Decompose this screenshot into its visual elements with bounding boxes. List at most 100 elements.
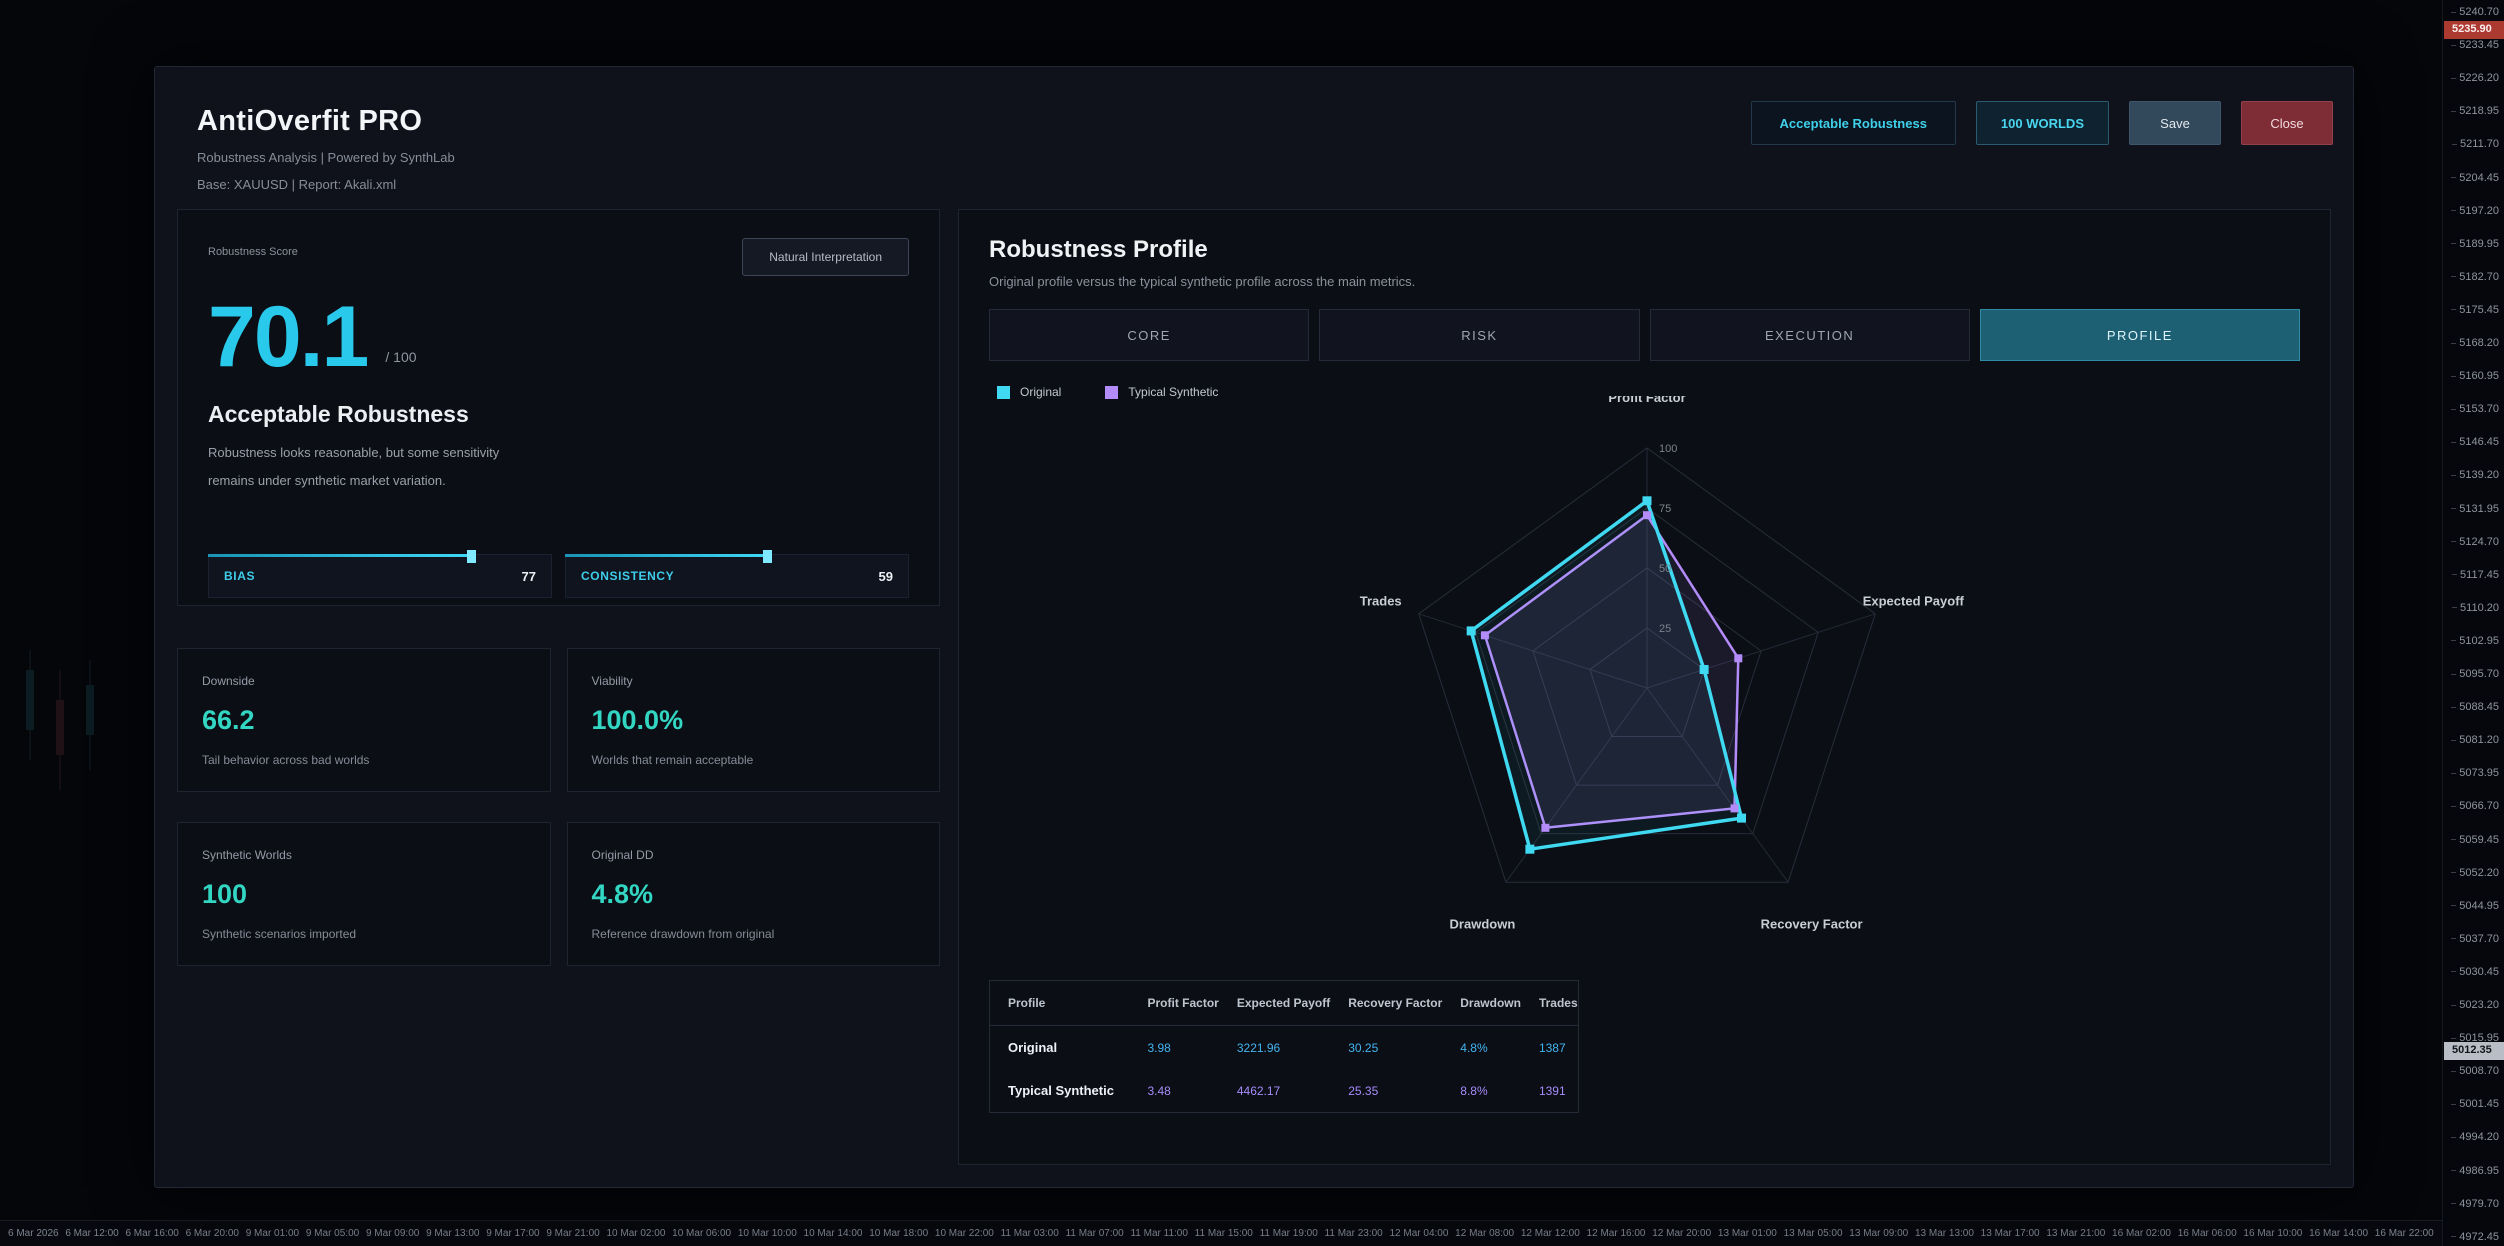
time-tick-label: 13 Mar 01:00 bbox=[1717, 1228, 1777, 1239]
time-tick-label: 12 Mar 04:00 bbox=[1389, 1228, 1449, 1239]
save-button[interactable]: Save bbox=[2129, 101, 2221, 145]
time-tick-label: 10 Mar 06:00 bbox=[672, 1228, 732, 1239]
price-tick-label: 5124.70 bbox=[2451, 536, 2499, 548]
header-actions: Acceptable Robustness 100 WORLDS Save Cl… bbox=[1750, 101, 2333, 145]
price-tick-label: 5117.45 bbox=[2452, 569, 2499, 581]
legend-item-typical-synthetic: Typical Synthetic bbox=[1105, 385, 1218, 399]
ask-price-badge: 5235.90 bbox=[2444, 20, 2504, 39]
bar-progress-line bbox=[208, 554, 472, 557]
current-price-badge: 5012.35 bbox=[2444, 1041, 2504, 1060]
table-row-name: Original bbox=[1008, 1040, 1058, 1055]
table-header: Profile bbox=[989, 980, 1130, 1026]
price-tick-label: 5008.70 bbox=[2451, 1065, 2499, 1077]
price-tick-label: 5175.45 bbox=[2451, 304, 2499, 316]
table-header: Profit Factor bbox=[1129, 980, 1219, 1026]
panel-titles: AntiOverfit PRO Robustness Analysis | Po… bbox=[197, 97, 455, 192]
radar-legend: Original Typical Synthetic bbox=[989, 385, 2300, 399]
price-tick-label: 4972.45 bbox=[2451, 1231, 2499, 1243]
tab-risk[interactable]: RISK bbox=[1319, 309, 1640, 361]
price-tick-label: 5044.95 bbox=[2451, 900, 2499, 912]
price-tick-label: 5073.95 bbox=[2451, 767, 2499, 779]
table-cell: 3.48 bbox=[1147, 1083, 1171, 1098]
panel-body: Robustness Score Natural Interpretation … bbox=[177, 209, 2331, 1165]
time-tick-label: 11 Mar 11:00 bbox=[1130, 1228, 1188, 1239]
tab-core[interactable]: CORE bbox=[989, 309, 1310, 361]
legend-label: Original bbox=[1020, 385, 1062, 399]
time-tick-label: 11 Mar 03:00 bbox=[1000, 1228, 1059, 1239]
bar-value: 59 bbox=[878, 568, 893, 584]
background-candlesticks bbox=[26, 650, 94, 790]
svg-text:Drawdown: Drawdown bbox=[1450, 917, 1516, 932]
table-cell: 3.98 bbox=[1147, 1040, 1171, 1055]
table-cell: 4.8% bbox=[1460, 1040, 1488, 1055]
price-tick-label: 5095.70 bbox=[2451, 668, 2499, 680]
bar-value: 77 bbox=[521, 568, 536, 584]
time-tick-label: 6 Mar 2026 bbox=[8, 1228, 59, 1239]
bar-label: CONSISTENCY bbox=[581, 569, 675, 583]
price-tick-label: 5211.70 bbox=[2452, 138, 2499, 150]
table-cell: 3221.96 bbox=[1236, 1040, 1281, 1055]
tab-execution[interactable]: EXECUTION bbox=[1649, 309, 1970, 361]
stat-card-value: 100.0% bbox=[591, 705, 684, 735]
svg-text:75: 75 bbox=[1659, 503, 1671, 515]
price-tick-label: 5168.20 bbox=[2451, 337, 2499, 349]
natural-interpretation-button[interactable]: Natural Interpretation bbox=[742, 238, 909, 276]
stat-card-downside: Downside 66.2 Tail behavior across bad wor… bbox=[177, 648, 551, 792]
stat-card-grid: Downside 66.2 Tail behavior across bad wor… bbox=[177, 648, 940, 966]
stat-card-value: 4.8% bbox=[591, 879, 654, 909]
time-tick-label: 16 Mar 02:00 bbox=[2112, 1228, 2171, 1239]
price-tick-label: 5182.70 bbox=[2451, 271, 2499, 283]
legend-swatch bbox=[1105, 385, 1119, 399]
close-button[interactable]: Close bbox=[2241, 101, 2333, 145]
stat-card-title: Downside bbox=[202, 674, 255, 688]
time-tick-label: 13 Mar 13:00 bbox=[1914, 1228, 1974, 1239]
table-cell: 1391 bbox=[1538, 1083, 1566, 1098]
panel-header: AntiOverfit PRO Robustness Analysis | Po… bbox=[155, 67, 2353, 192]
price-tick-label: 5153.70 bbox=[2451, 403, 2499, 415]
antioverfit-panel: AntiOverfit PRO Robustness Analysis | Po… bbox=[154, 66, 2354, 1188]
tab-profile[interactable]: PROFILE bbox=[1979, 309, 2300, 361]
app-title: AntiOverfit PRO bbox=[197, 105, 423, 137]
robustness-status-badge: Acceptable Robustness bbox=[1750, 101, 1956, 145]
price-axis: 5240.70 5233.45 5226.20 5218.95 5211.70 5204.… bbox=[2442, 0, 2504, 1246]
price-tick-label: 5204.45 bbox=[2451, 172, 2499, 184]
table-row-name: Typical Synthetic bbox=[1008, 1083, 1114, 1098]
time-tick-label: 6 Mar 20:00 bbox=[185, 1228, 239, 1239]
time-tick-label: 6 Mar 12:00 bbox=[65, 1228, 119, 1239]
time-tick-label: 16 Mar 06:00 bbox=[2177, 1228, 2237, 1239]
left-column: Robustness Score Natural Interpretation … bbox=[177, 209, 940, 1165]
metric-bar-bias: BIAS 77 bbox=[208, 550, 552, 598]
stat-card-title: Original DD bbox=[591, 848, 654, 862]
table-cell: 4462.17 bbox=[1236, 1083, 1281, 1098]
time-axis: 6 Mar 2026 6 Mar 12:00 6 Mar 16:00 6 Mar 20… bbox=[0, 1220, 2442, 1246]
stat-card-original-dd: Original DD 4.8% Reference drawdown from o… bbox=[566, 822, 940, 966]
price-tick-label: 5037.70 bbox=[2451, 933, 2499, 945]
time-tick-label: 12 Mar 08:00 bbox=[1455, 1228, 1515, 1239]
stat-card-title: Synthetic Worlds bbox=[202, 848, 292, 862]
price-tick-label: 4979.70 bbox=[2451, 1198, 2499, 1210]
price-tick-label: 5023.20 bbox=[2451, 999, 2499, 1011]
time-tick-label: 12 Mar 12:00 bbox=[1520, 1228, 1580, 1239]
time-tick-label: 11 Mar 07:00 bbox=[1065, 1228, 1124, 1239]
stat-card-subtitle: Synthetic scenarios imported bbox=[202, 927, 357, 941]
time-tick-label: 9 Mar 17:00 bbox=[486, 1228, 540, 1239]
table-header: Trades bbox=[1520, 980, 1579, 1026]
metric-bar-consistency: CONSISTENCY 59 bbox=[565, 550, 909, 598]
price-tick-label: 5052.20 bbox=[2451, 867, 2499, 879]
time-tick-label: 10 Mar 18:00 bbox=[869, 1228, 929, 1239]
score-row: 70.1 / 100 bbox=[208, 289, 909, 385]
svg-text:Recovery Factor: Recovery Factor bbox=[1761, 917, 1863, 932]
table-header: Expected Payoff bbox=[1218, 980, 1331, 1026]
time-tick-label: 13 Mar 09:00 bbox=[1849, 1228, 1909, 1239]
bar-progress-cap bbox=[762, 550, 772, 563]
price-tick-label: 5160.95 bbox=[2451, 370, 2499, 382]
profile-tabs: CORE RISK EXECUTION PROFILE bbox=[989, 309, 2300, 361]
time-tick-label: 9 Mar 09:00 bbox=[365, 1228, 420, 1239]
robustness-score-value: 70.1 bbox=[208, 289, 369, 385]
price-tick-label: 4994.20 bbox=[2451, 1131, 2499, 1143]
table-header: Recovery Factor bbox=[1330, 980, 1443, 1026]
score-description-line2: remains under synthetic market variation… bbox=[208, 473, 446, 489]
bar-progress-line bbox=[565, 554, 767, 557]
app-subtitle: Robustness Analysis | Powered by SynthLa… bbox=[197, 150, 455, 165]
score-verdict: Acceptable Robustness bbox=[208, 401, 469, 428]
